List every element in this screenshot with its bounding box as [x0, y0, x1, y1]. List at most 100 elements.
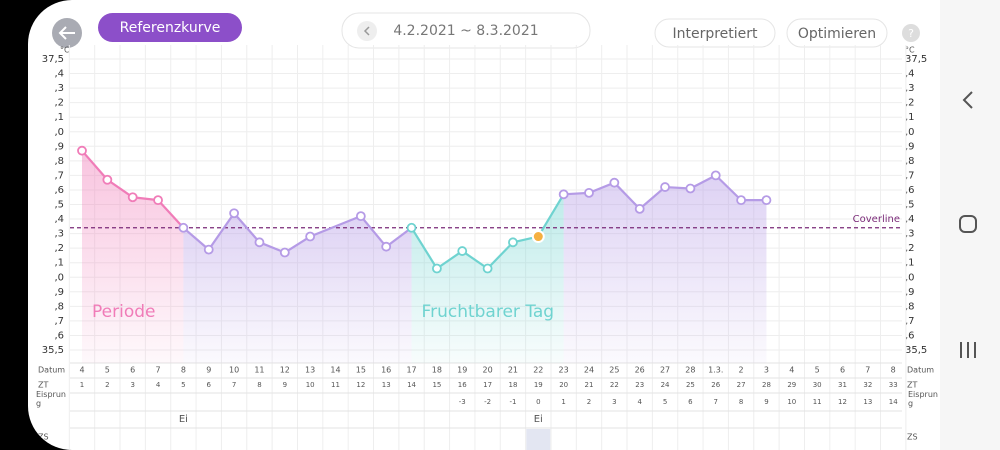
zt-label: 28: [762, 381, 771, 389]
zt-label: 18: [508, 381, 517, 389]
y-tick-label: ,2: [54, 243, 64, 254]
zt-label: 33: [889, 381, 898, 389]
zt-label: 1: [80, 381, 84, 389]
phase-area: [411, 194, 564, 363]
y-tick-label: ,6: [54, 330, 64, 341]
phase-area: [183, 213, 412, 363]
optimize-button[interactable]: [786, 18, 888, 48]
line-segment: [537, 193, 565, 238]
date-label: 22: [533, 366, 543, 375]
zt-label: 2: [105, 381, 109, 389]
eisprung-value: 7: [714, 398, 718, 406]
date-label: 14: [330, 366, 340, 375]
y-tick-label-right: ,8: [905, 156, 915, 167]
point: [279, 247, 290, 258]
point: [102, 174, 113, 185]
eisprung-value: 6: [688, 398, 693, 406]
date-label: 27: [660, 366, 670, 375]
date-label: 28: [685, 366, 695, 375]
app-screen: Referenzkurve 4.2.2021 ~ 8.3.2021 Interp…: [28, 0, 1000, 450]
point: [660, 182, 670, 192]
date-range: 4.2.2021 ~ 8.3.2021: [393, 23, 538, 39]
line-segment: [182, 226, 210, 251]
nav-recent[interactable]: [960, 342, 976, 358]
reference-label: Referenzkurve: [120, 20, 221, 36]
eisprung-value: 5: [663, 398, 667, 406]
y-tick-label-right: ,0: [905, 272, 915, 283]
line-segment: [207, 212, 236, 251]
date-label: 3: [764, 366, 769, 375]
point: [710, 170, 721, 181]
line-segment: [613, 181, 641, 210]
row-label-right: ZS: [907, 433, 918, 442]
zt-label: 27: [737, 381, 746, 389]
y-tick-label: ,3: [54, 83, 64, 94]
zt-label: 26: [711, 381, 720, 389]
eisprung-value: -3: [459, 398, 466, 406]
date-label: 21: [508, 366, 518, 375]
date-label: 18: [432, 366, 442, 375]
date-label: 7: [156, 366, 161, 375]
line-segment: [410, 227, 438, 270]
nav-home[interactable]: [959, 215, 977, 233]
date-label: 8: [181, 366, 186, 375]
y-tick-label-right: ,5: [905, 200, 915, 211]
point: [685, 183, 696, 194]
date-prev[interactable]: [357, 21, 377, 41]
eisprung-value: 2: [587, 398, 591, 406]
ei-label: Ei: [534, 414, 543, 425]
point: [254, 237, 265, 248]
y-tick-label-right: ,9: [905, 287, 915, 298]
y-tick-label: ,2: [54, 98, 64, 109]
y-tick-label: ,1: [54, 258, 64, 269]
point: [457, 246, 468, 256]
date-label: 4: [789, 366, 794, 375]
date-label: 19: [457, 366, 467, 375]
point: [482, 263, 493, 274]
zt-label: 5: [181, 381, 185, 389]
eisprung-value: 3: [612, 398, 616, 406]
date-label: 6: [130, 366, 135, 375]
help-button[interactable]: [902, 24, 920, 42]
interpret-button[interactable]: [654, 18, 776, 48]
y-tick-label: ,9: [54, 141, 64, 152]
unit-label: °C: [60, 46, 70, 55]
zt-label: 24: [661, 381, 670, 389]
point: [77, 145, 87, 156]
optimize-label: Optimieren: [798, 26, 876, 42]
zt-label: 31: [838, 381, 847, 389]
y-tick-label: ,5: [54, 200, 64, 211]
line-segment: [714, 174, 742, 201]
point: [355, 211, 366, 222]
line-segment: [81, 149, 109, 181]
date-label: 10: [229, 366, 239, 375]
zt-label: 11: [331, 381, 340, 389]
y-tick-label-right: ,4: [905, 214, 915, 225]
point: [305, 231, 316, 242]
eisprung-value: 11: [813, 398, 822, 406]
phase-label: Periode: [92, 302, 155, 322]
date-label: 11: [254, 366, 264, 375]
date-label: 1.3.: [708, 366, 723, 375]
y-tick-label-right: ,9: [905, 141, 915, 152]
y-tick-label: ,0: [54, 127, 64, 138]
y-tick-label-right: ,6: [905, 185, 915, 196]
y-tick-label: ,9: [54, 287, 64, 298]
line-segment: [385, 226, 413, 248]
y-tick-label: ,3: [54, 229, 64, 240]
zt-label: 9: [283, 381, 287, 389]
eisprung-value: -1: [509, 398, 516, 406]
ovulation-point: [531, 230, 545, 244]
date-range-pill[interactable]: [341, 12, 591, 49]
zt-label: 14: [407, 381, 416, 389]
phase-label: Fruchtbarer Tag: [422, 302, 555, 322]
line-segment: [436, 250, 463, 270]
nav-back[interactable]: [962, 91, 973, 109]
reference-button[interactable]: [98, 13, 242, 42]
eisprung-value: 0: [536, 398, 540, 406]
y-tick-label-right: ,7: [905, 170, 915, 181]
line-segment: [638, 186, 666, 210]
date-label: 17: [406, 366, 416, 375]
line-segment: [309, 215, 362, 238]
zt-label: 22: [610, 381, 619, 389]
